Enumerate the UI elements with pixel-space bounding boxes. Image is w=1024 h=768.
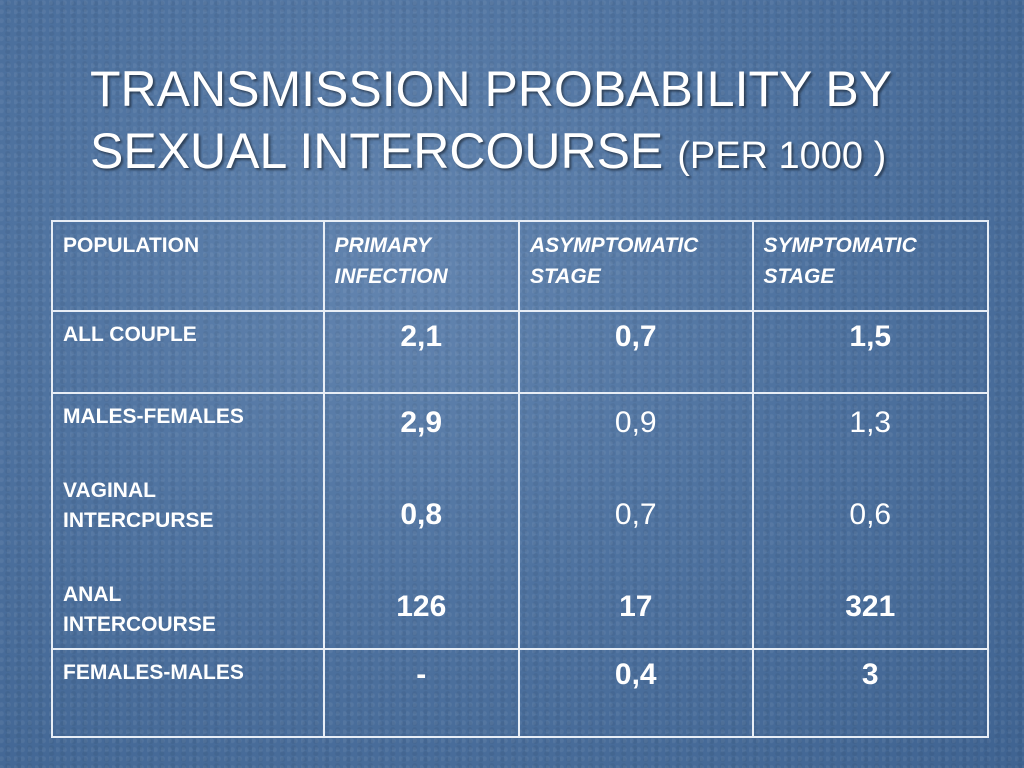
cell-primary: 2,1 (322, 310, 520, 394)
header-population: POPULATION (51, 220, 325, 312)
header-primary-line1: PRIMARY (334, 234, 431, 257)
population-vaginal: VAGINAL INTERCPURSE (63, 479, 214, 532)
value-symptomatic-anal: 321 (845, 590, 896, 623)
slide-title: TRANSMISSION PROBABILITY BY SEXUAL INTER… (90, 58, 990, 187)
title-line-2: SEXUAL INTERCOURSE (90, 123, 664, 179)
population-anal: ANAL INTERCOURSE (63, 583, 216, 636)
value-primary-males-females: 2,9 (400, 406, 443, 439)
cell-symptomatic: 1,5 (751, 310, 990, 394)
table-row: ALL COUPLE 2,1 0,7 1,5 (51, 310, 990, 394)
header-asymptomatic-stage: ASYMPTOMATIC STAGE (517, 220, 754, 312)
cell-symptomatic: 3 (751, 648, 990, 738)
table-row: MALES-FEMALES VAGINAL INTERCPURSE ANAL I… (51, 392, 990, 650)
value-primary-vaginal: 0,8 (400, 498, 443, 531)
value-symptomatic-vaginal: 0,6 (849, 498, 892, 531)
population-group-cell: MALES-FEMALES VAGINAL INTERCPURSE ANAL I… (51, 392, 325, 650)
header-symptomatic-line1: SYMPTOMATIC (763, 234, 917, 257)
value-asymptomatic-males-females: 0,9 (614, 406, 657, 439)
cell-primary-group: 2,9 0,8 126 (322, 392, 520, 650)
header-population-text: POPULATION (63, 234, 200, 257)
population-males-females: MALES-FEMALES (63, 405, 244, 428)
value-asymptomatic-anal: 17 (619, 590, 653, 623)
cell-asymptomatic: 0,4 (517, 648, 754, 738)
title-suffix: (PER 1000 ) (677, 135, 887, 177)
value-asymptomatic-vaginal: 0,7 (614, 498, 657, 531)
table-row: FEMALES-MALES - 0,4 3 (51, 648, 990, 738)
transmission-table: POPULATION PRIMARY INFECTION ASYMPTOMATI… (51, 220, 990, 738)
header-primary-line2: INFECTION (334, 265, 448, 288)
population-all-couple: ALL COUPLE (51, 310, 325, 394)
header-symptomatic-stage: SYMPTOMATIC STAGE (751, 220, 990, 312)
header-asymptomatic-line1: ASYMPTOMATIC (529, 234, 699, 257)
population-females-males: FEMALES-MALES (51, 648, 325, 738)
cell-primary: - (322, 648, 520, 738)
header-asymptomatic-line2: STAGE (529, 265, 601, 288)
title-line-1: TRANSMISSION PROBABILITY BY (90, 61, 893, 117)
cell-symptomatic-group: 1,3 0,6 321 (751, 392, 990, 650)
header-symptomatic-line2: STAGE (763, 265, 835, 288)
value-symptomatic-males-females: 1,3 (849, 406, 892, 439)
value-primary-anal: 126 (396, 590, 447, 623)
cell-asymptomatic-group: 0,9 0,7 17 (517, 392, 754, 650)
header-primary-infection: PRIMARY INFECTION (322, 220, 520, 312)
header-row: POPULATION PRIMARY INFECTION ASYMPTOMATI… (51, 220, 990, 312)
cell-asymptomatic: 0,7 (517, 310, 754, 394)
